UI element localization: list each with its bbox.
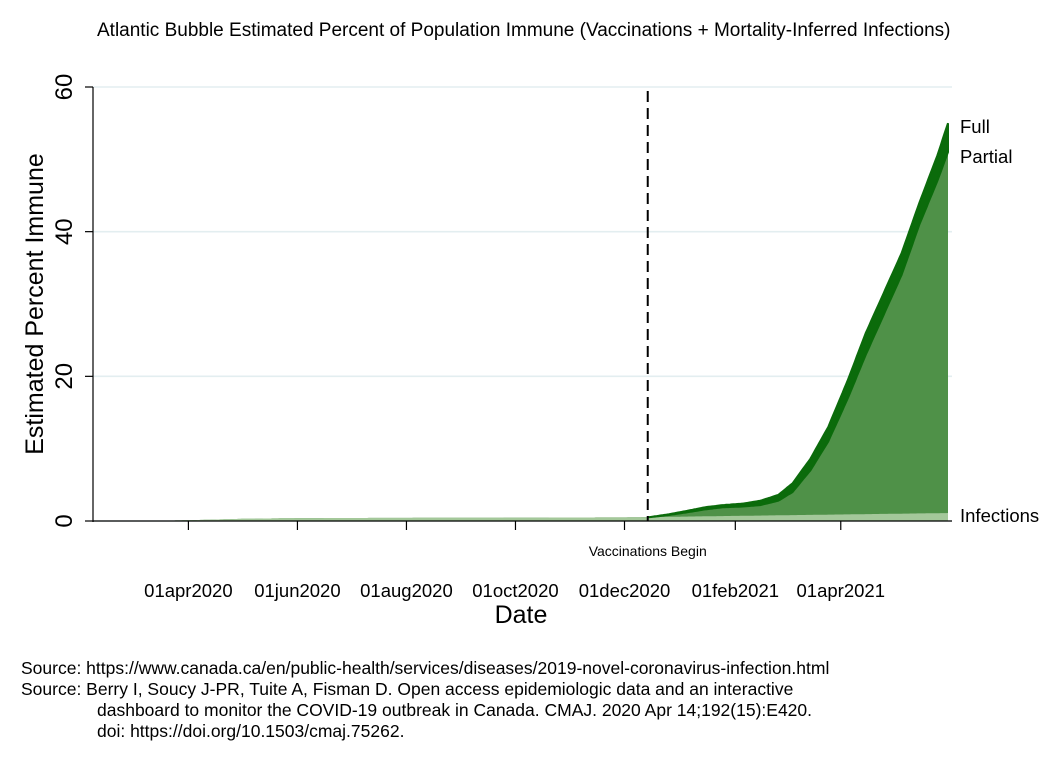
x-tick-label-2020-06-01: 01jun2020 — [254, 580, 340, 601]
x-tick-label-2021-04-01: 01apr2021 — [797, 580, 885, 601]
y-tick-label-20: 20 — [51, 363, 78, 390]
y-axis-label: Estimated Percent Immune — [21, 153, 49, 455]
infections-area — [133, 513, 948, 521]
partial-area — [133, 152, 948, 521]
chart-title: Atlantic Bubble Estimated Percent of Pop… — [97, 20, 951, 41]
x-tick-label-2020-10-01: 01oct2020 — [472, 580, 558, 601]
source-notes: Source: https://www.canada.ca/en/public-… — [21, 658, 829, 742]
x-tick-label-2020-08-01: 01aug2020 — [360, 580, 453, 601]
source-line-1: Source: https://www.canada.ca/en/public-… — [21, 658, 830, 678]
axes — [85, 86, 952, 530]
plot-layer — [133, 91, 949, 521]
source-line-3: dashboard to monitor the COVID-19 outbre… — [97, 700, 813, 720]
x-tick-label-2020-04-01: 01apr2020 — [144, 580, 232, 601]
x-tick-label-2020-12-01: 01dec2020 — [579, 580, 671, 601]
y-tick-label-60: 60 — [51, 74, 78, 101]
x-axis-label: Date — [495, 601, 548, 629]
y-tick-label-40: 40 — [51, 218, 78, 245]
x-tick-label-2021-02-01: 01feb2021 — [692, 580, 779, 601]
annotation-vaccinations-begin: Vaccinations Begin — [589, 543, 707, 559]
series-label-partial: Partial — [960, 146, 1012, 167]
series-label-infections: Infections — [960, 505, 1039, 526]
series-label-full: Full — [960, 116, 990, 137]
full-band — [647, 122, 949, 519]
labels: Vaccinations Begin 0 20 40 60 01apr2020 01jun2… — [21, 74, 1039, 629]
source-line-2: Source: Berry I, Soucy J-PR, Tuite A, Fi… — [21, 679, 794, 699]
y-tick-label-0: 0 — [51, 514, 78, 527]
source-line-4: doi: https://doi.org/10.1503/cmaj.75262. — [97, 721, 405, 741]
